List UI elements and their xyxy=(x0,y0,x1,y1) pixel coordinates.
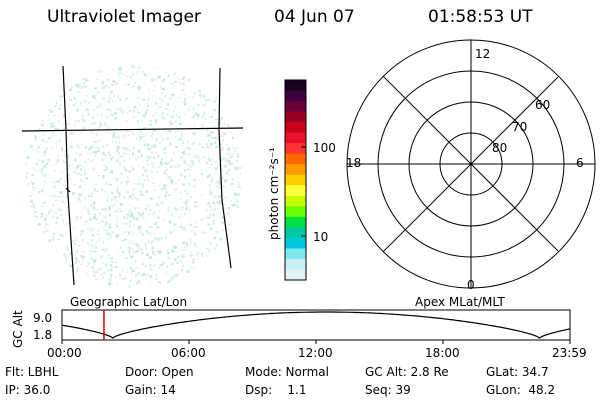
status-door: Door: Open xyxy=(125,365,194,379)
mlat-label-60: 60 xyxy=(535,98,551,112)
color-scale-bar xyxy=(285,80,306,281)
colorbar-band xyxy=(285,248,306,260)
geographic-label: Geographic Lat/Lon xyxy=(70,295,188,309)
status-filter: Flt: LBHL xyxy=(5,365,59,379)
colorbar-label-100: 100 xyxy=(313,141,336,155)
y-tick-9: 9.0 xyxy=(33,311,53,325)
mlat-label-80: 80 xyxy=(492,141,508,155)
mlt-label-0: 0 xyxy=(467,278,475,292)
y-axis-title: GC Alt xyxy=(11,310,25,348)
colorbar-band xyxy=(285,164,306,176)
colorbar-band xyxy=(285,132,306,144)
colorbar-band xyxy=(285,206,306,218)
colorbar-band xyxy=(285,80,306,92)
geographic-grid xyxy=(21,65,244,286)
colorbar-band xyxy=(285,258,306,271)
status-ip: IP: 36.0 xyxy=(5,383,51,397)
observation-time: 01:58:53 UT xyxy=(428,7,533,27)
x-tick-00: 00:00 xyxy=(47,346,82,360)
mlat-label-70: 70 xyxy=(512,120,528,134)
colorbar-unit-label: photon cm⁻²s⁻¹ xyxy=(267,147,281,240)
x-tick-18: 18:00 xyxy=(425,346,460,360)
polar-plot xyxy=(346,39,596,289)
longitude-line-east xyxy=(218,67,232,269)
mlt-label-6: 6 xyxy=(576,156,584,170)
instrument-title: Ultraviolet Imager xyxy=(47,7,201,27)
color-scale-frame xyxy=(284,79,307,281)
colorbar-band xyxy=(285,269,306,281)
colorbar-band xyxy=(285,111,306,123)
grid-tick xyxy=(65,187,71,193)
colorbar-band xyxy=(285,216,306,228)
colorbar-band xyxy=(285,101,306,113)
latitude-line xyxy=(21,127,244,132)
status-gain: Gain: 14 xyxy=(125,383,176,397)
x-tick-12: 12:00 xyxy=(298,346,333,360)
x-tick-2359: 23:59 xyxy=(552,346,587,360)
mlt-label-18: 18 xyxy=(346,156,362,170)
mlt-label-12: 12 xyxy=(475,47,491,61)
uv-image-speckle xyxy=(25,64,243,288)
status-glon: GLon: 48.2 xyxy=(486,383,556,397)
colorbar-band xyxy=(285,227,306,239)
apex-label: Apex MLat/MLT xyxy=(415,295,505,309)
status-gc-alt: GC Alt: 2.8 Re xyxy=(365,365,449,379)
colorbar-band xyxy=(285,185,306,197)
x-tick-06: 06:00 xyxy=(171,346,206,360)
colorbar-band xyxy=(285,195,306,207)
colorbar-band xyxy=(285,174,306,186)
timeline-plot xyxy=(61,309,571,344)
observation-date: 04 Jun 07 xyxy=(274,7,355,27)
colorbar-band xyxy=(285,237,306,250)
orbit-altitude-curve xyxy=(61,311,571,339)
status-glat: GLat: 34.7 xyxy=(486,365,549,379)
timeline-frame xyxy=(61,309,571,341)
colorbar-label-10: 10 xyxy=(313,230,329,244)
polar-diagonal-2 xyxy=(382,75,560,253)
colorbar-band xyxy=(285,122,306,134)
status-mode: Mode: Normal xyxy=(245,365,329,379)
y-tick-1-8: 1.8 xyxy=(33,328,53,342)
status-seq: Seq: 39 xyxy=(365,383,411,397)
colorbar-band xyxy=(285,153,306,165)
colorbar-band xyxy=(285,90,306,102)
longitude-line-west xyxy=(62,65,75,286)
status-dsp: Dsp: 1.1 xyxy=(245,383,307,397)
colorbar-band xyxy=(285,143,306,155)
